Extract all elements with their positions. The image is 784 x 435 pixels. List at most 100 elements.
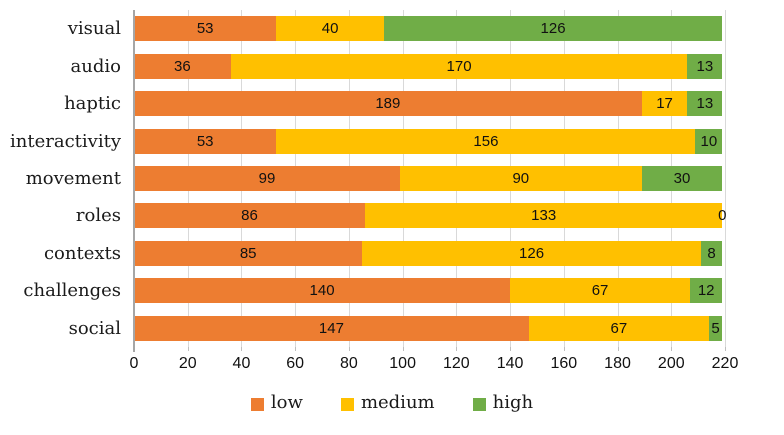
legend-item-low: low xyxy=(250,394,303,414)
bars: 53 40 126 36 170 13 189 17 13 53 156 10 99 90 30 86 133 0… xyxy=(134,10,727,347)
segment-value-label: 40 xyxy=(321,20,339,38)
bar-segment-haptic-medium: 17 xyxy=(641,91,688,117)
bar-segment-social-medium: 67 xyxy=(528,315,709,341)
x-axis: 0 20 40 60 80 100 120 140 160 180 200 220 xyxy=(130,347,738,381)
x-tick-mark-60 xyxy=(295,347,297,351)
segment-value-label: 13 xyxy=(696,57,714,75)
segment-value-label: 17 xyxy=(656,95,673,113)
x-tick-label-180: 180 xyxy=(604,355,631,372)
category-label-contexts: contexts xyxy=(43,242,121,264)
x-tick-label-80: 80 xyxy=(340,355,358,372)
segment-value-label: 30 xyxy=(673,169,691,187)
gridline-220 xyxy=(725,10,726,347)
category-label-visual: visual xyxy=(67,18,121,40)
x-tick-label-40: 40 xyxy=(232,355,251,372)
bar-segment-contexts-low: 85 xyxy=(134,240,363,266)
bar-segment-movement-low: 99 xyxy=(134,165,400,191)
bar-segment-interactivity-high: 10 xyxy=(695,128,723,154)
bar-row-roles: 86 133 0 xyxy=(134,197,727,234)
legend-marker-high-icon xyxy=(472,397,486,411)
legend-label-medium: medium xyxy=(360,392,435,413)
bar-stack-movement: 99 90 30 xyxy=(134,165,725,191)
bar-stack-haptic: 189 17 13 xyxy=(134,91,725,117)
category-label-interactivity: interactivity xyxy=(10,130,121,152)
segment-value-label: 10 xyxy=(700,132,718,150)
segment-value-label: 36 xyxy=(174,57,191,75)
bar-stack-visual: 53 40 126 xyxy=(134,16,725,42)
segment-value-label: 156 xyxy=(473,132,499,150)
chart-body: visual audio haptic interactivity movement ro… xyxy=(0,10,727,352)
segment-value-label: 189 xyxy=(375,95,401,113)
bar-row-social: 147 67 5 xyxy=(134,310,725,347)
x-tick-label-60: 60 xyxy=(286,355,305,372)
bar-segment-visual-high: 126 xyxy=(383,16,723,42)
bar-segment-audio-high: 13 xyxy=(687,53,723,79)
x-tick-mark-200 xyxy=(671,347,673,351)
segment-value-label: 5 xyxy=(711,319,720,337)
x-tick-label-220: 220 xyxy=(711,355,739,372)
legend-item-medium: medium xyxy=(340,392,435,414)
bar-stack-interactivity: 53 156 10 xyxy=(134,128,725,154)
legend-marker-low-icon xyxy=(250,397,264,411)
bar-segment-haptic-low: 189 xyxy=(134,91,642,117)
bar-segment-challenges-low: 140 xyxy=(134,278,511,304)
x-tick-label-160: 160 xyxy=(550,355,578,372)
bar-segment-contexts-medium: 126 xyxy=(362,240,701,266)
bar-segment-challenges-high: 12 xyxy=(690,278,723,304)
segment-value-label: 13 xyxy=(696,95,714,113)
segment-value-label: 67 xyxy=(610,319,628,337)
x-tick-mark-220 xyxy=(725,347,726,351)
category-label-challenges: challenges xyxy=(23,280,121,302)
segment-value-label: 67 xyxy=(591,282,609,300)
x-tick-label-100: 100 xyxy=(389,355,416,372)
segment-value-label: 12 xyxy=(697,282,715,300)
category-label-social: social xyxy=(68,317,121,339)
segment-value-label: 99 xyxy=(258,169,276,187)
bar-stack-challenges: 140 67 12 xyxy=(134,278,725,304)
bar-segment-social-high: 5 xyxy=(708,315,723,341)
bar-row-movement: 99 90 30 xyxy=(134,160,725,197)
legend: low medium high xyxy=(0,394,784,414)
bar-segment-interactivity-medium: 156 xyxy=(276,128,696,154)
bar-segment-challenges-medium: 67 xyxy=(510,278,691,304)
x-tick-mark-80 xyxy=(348,347,350,351)
legend-label-high: high xyxy=(492,392,534,413)
bar-row-visual: 53 40 126 xyxy=(134,10,725,47)
x-tick-label-120: 120 xyxy=(443,355,470,372)
bar-row-contexts: 85 126 8 xyxy=(134,235,725,272)
bar-row-interactivity: 53 156 10 xyxy=(134,122,725,159)
x-tick-label-20: 20 xyxy=(178,355,197,372)
category-label-movement: movement xyxy=(25,167,121,189)
category-axis: visual audio haptic interactivity movement ro… xyxy=(0,10,134,347)
category-label-haptic: haptic xyxy=(64,93,121,115)
x-tick-mark-140 xyxy=(510,347,512,351)
segment-value-label: 8 xyxy=(707,244,716,262)
segment-value-label: 133 xyxy=(531,207,557,225)
bar-segment-visual-medium: 40 xyxy=(276,16,384,42)
segment-value-label: 85 xyxy=(239,244,257,262)
bar-segment-social-low: 147 xyxy=(134,315,529,341)
x-tick-label-0: 0 xyxy=(129,355,139,372)
bar-stack-social: 147 67 5 xyxy=(134,315,725,341)
bar-segment-audio-medium: 170 xyxy=(230,53,688,79)
segment-value-label: 126 xyxy=(540,20,566,38)
x-tick-mark-40 xyxy=(241,347,243,351)
bar-row-challenges: 140 67 12 xyxy=(134,272,725,309)
segment-value-label: 0 xyxy=(718,207,727,225)
segment-value-label: 86 xyxy=(241,207,258,225)
bar-stack-roles: 86 133 0 xyxy=(134,203,727,229)
bar-segment-movement-high: 30 xyxy=(641,165,723,191)
bar-segment-haptic-high: 13 xyxy=(687,91,723,117)
x-tick-label-140: 140 xyxy=(496,355,524,372)
bar-segment-roles-low: 86 xyxy=(134,203,366,229)
bar-segment-contexts-high: 8 xyxy=(700,240,723,266)
x-tick-mark-180 xyxy=(617,347,619,351)
x-tick-mark-160 xyxy=(563,347,565,351)
bar-row-audio: 36 170 13 xyxy=(134,47,725,84)
segment-value-label: 147 xyxy=(318,319,344,337)
x-tick-label-200: 200 xyxy=(657,355,685,372)
y-axis-line xyxy=(133,10,135,352)
bar-segment-visual-low: 53 xyxy=(134,16,277,42)
plot-area: 53 40 126 36 170 13 189 17 13 53 156 10 99 90 30 86 133 0… xyxy=(133,10,727,352)
segment-value-label: 53 xyxy=(196,20,214,38)
